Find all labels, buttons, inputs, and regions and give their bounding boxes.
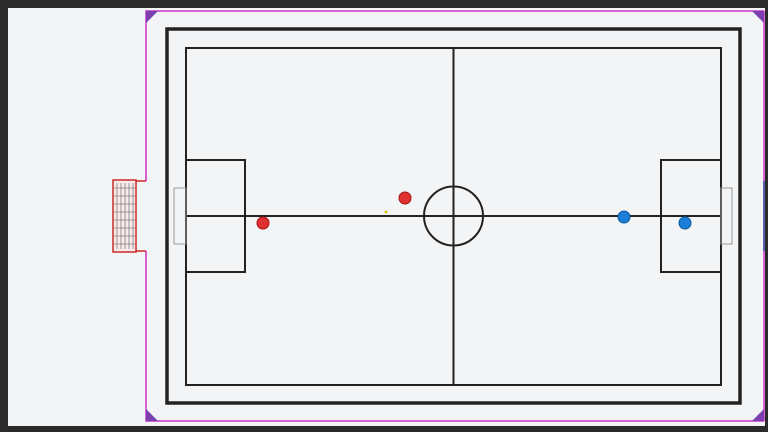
left-goal-line bbox=[173, 187, 187, 245]
corner-bottom-left bbox=[146, 409, 158, 421]
pitch-lines bbox=[185, 47, 722, 386]
field-outer-frame bbox=[165, 27, 742, 405]
right-goal-line bbox=[720, 187, 733, 245]
players bbox=[256, 191, 692, 230]
corner-top-right bbox=[752, 11, 764, 23]
stadium-canvas[interactable] bbox=[8, 8, 765, 426]
ball bbox=[384, 210, 388, 214]
corner-top-left bbox=[146, 11, 158, 23]
blue-goalkeeper bbox=[678, 216, 692, 230]
left-goal-net bbox=[112, 179, 146, 253]
game-viewport[interactable] bbox=[8, 8, 765, 426]
stadium-corners bbox=[146, 11, 764, 421]
corner-bottom-right bbox=[752, 409, 764, 421]
red-player bbox=[398, 191, 412, 205]
red-goalkeeper bbox=[256, 216, 270, 230]
blue-player bbox=[617, 210, 631, 224]
center-circle bbox=[423, 185, 484, 247]
